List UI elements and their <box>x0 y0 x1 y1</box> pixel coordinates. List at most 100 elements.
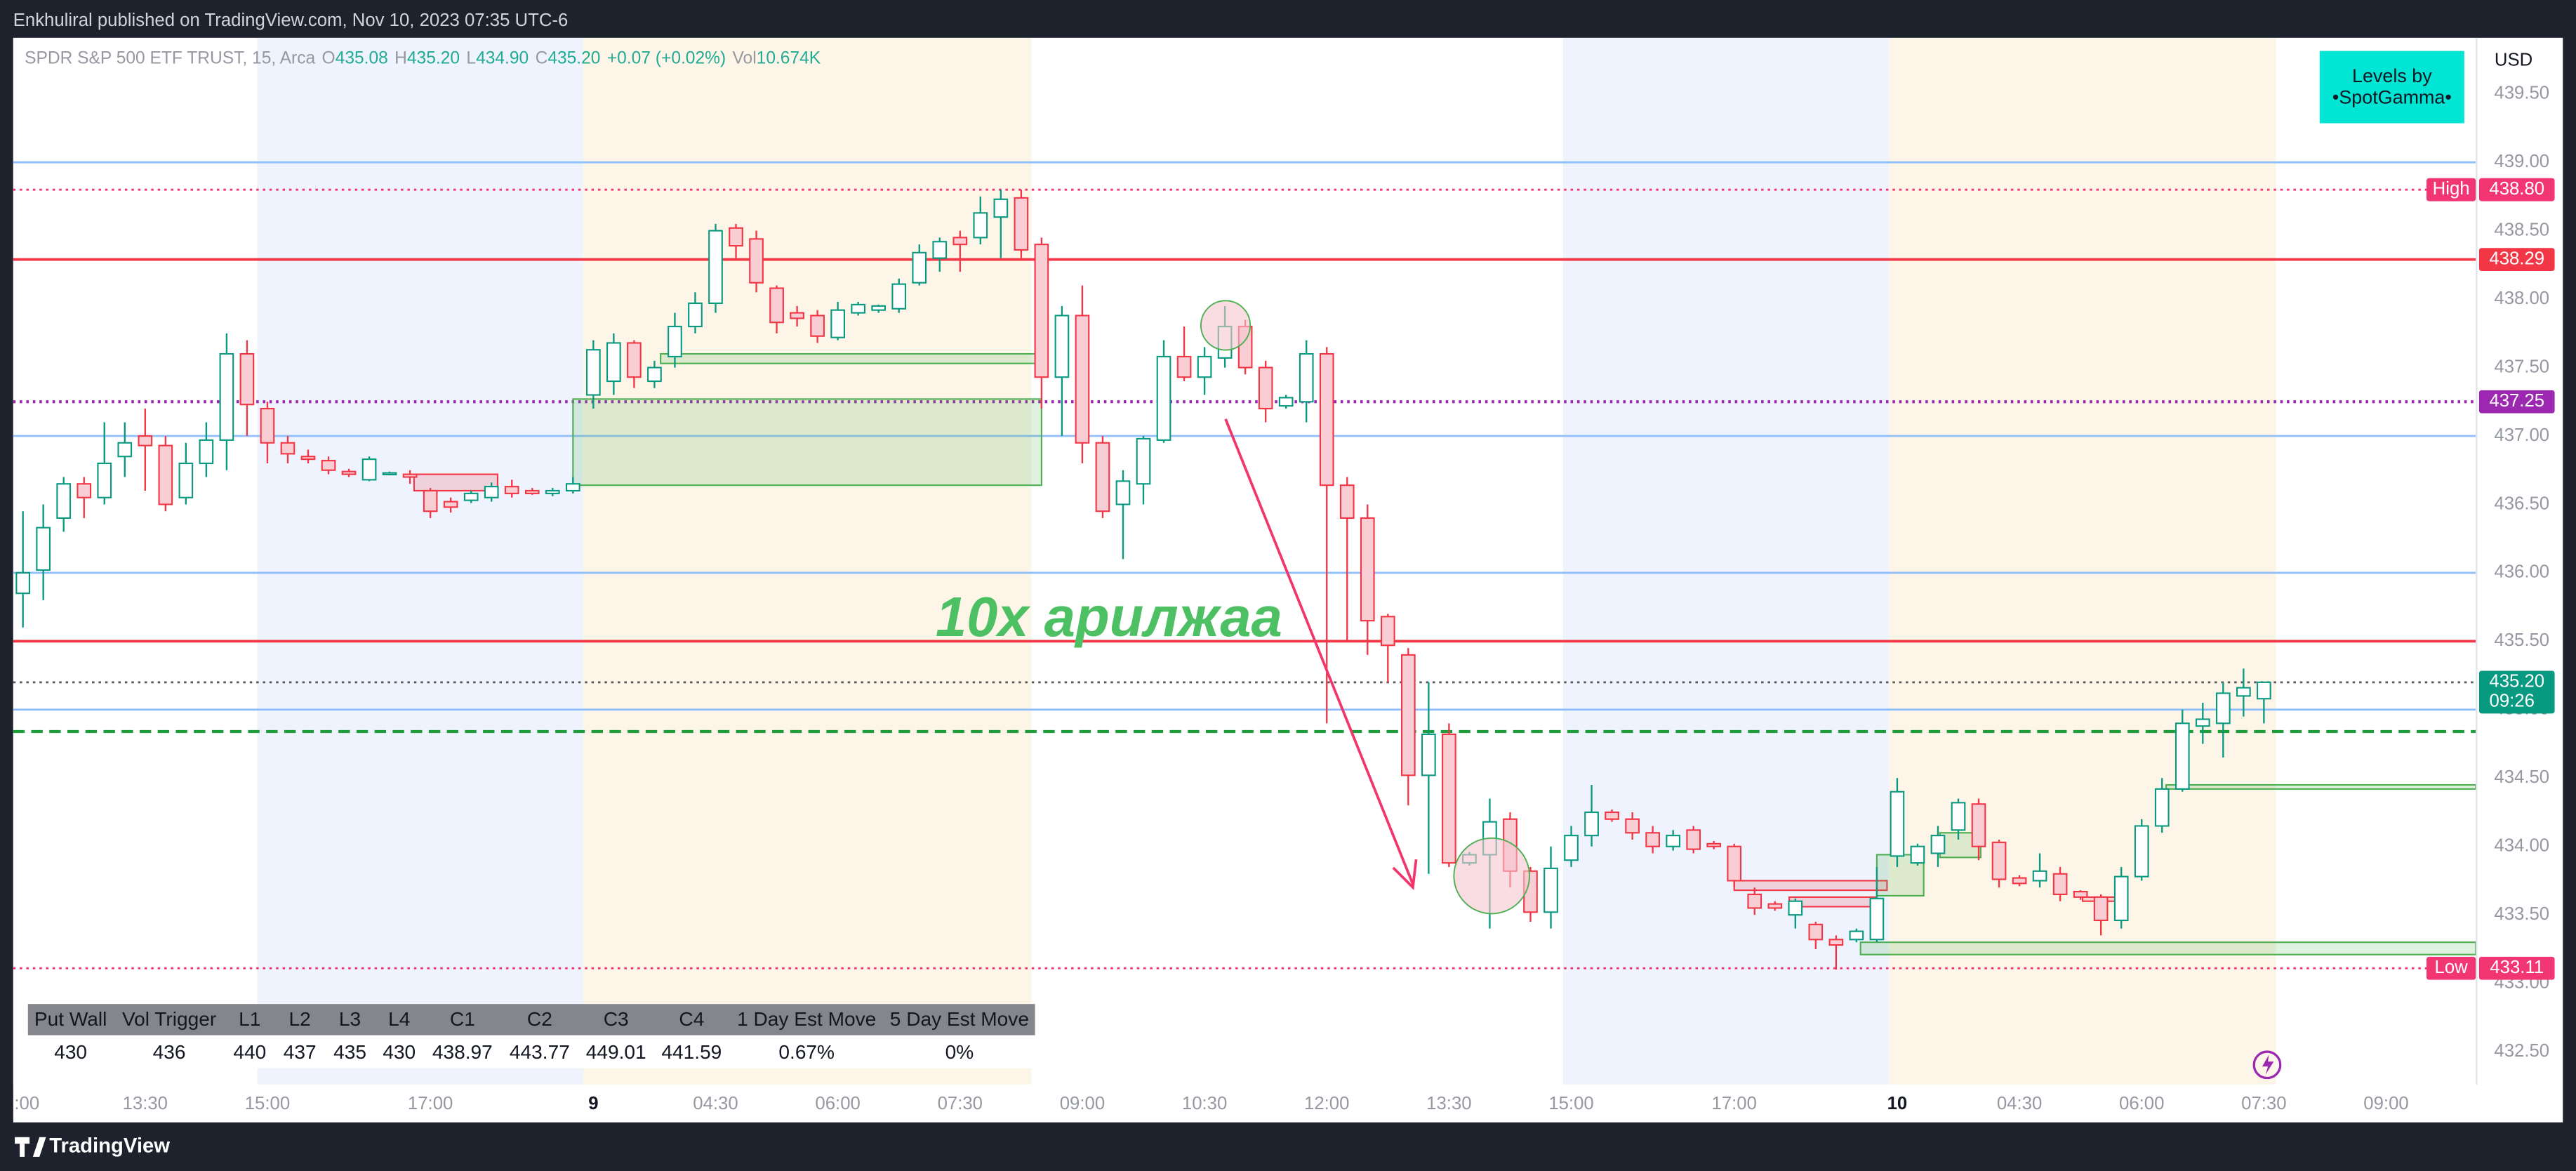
candle-body <box>1890 790 1905 857</box>
zone <box>1859 941 2476 955</box>
candle-body <box>1727 845 1742 882</box>
table-cell: 441.59 <box>661 1041 722 1063</box>
candle-body <box>1278 397 1294 407</box>
price-label: 437.25 <box>2489 391 2544 411</box>
x-tick-label: 09:00 <box>1060 1094 1105 1113</box>
legend-value: 435.20 <box>547 49 600 68</box>
y-tick-label: 433.50 <box>2494 904 2549 924</box>
candle-body <box>1442 733 1456 864</box>
candle-body <box>851 303 866 314</box>
candle-body <box>1625 818 1640 834</box>
x-tick-label: 15:00 <box>245 1094 290 1113</box>
candle-body <box>729 227 743 247</box>
candle-body <box>1197 355 1212 378</box>
zone <box>1733 880 1888 892</box>
table-cell: 435 <box>333 1041 366 1063</box>
y-tick-label: 434.00 <box>2494 836 2549 856</box>
zone <box>2165 783 2476 790</box>
y-tick-label: 438.00 <box>2494 289 2549 308</box>
zone <box>660 353 1042 364</box>
y-tick-label: 439.00 <box>2494 152 2549 171</box>
candle-body <box>1075 315 1090 444</box>
candle-body <box>1034 244 1049 378</box>
table-header: Vol Trigger <box>122 1008 216 1030</box>
table-header: C2 <box>527 1008 552 1030</box>
candle-body <box>443 501 458 508</box>
alert-bolt <box>2262 1054 2274 1075</box>
legend-value: 10.674K <box>757 49 821 68</box>
x-tick-label: 12:00 <box>1304 1094 1349 1113</box>
x-tick-label: 10 <box>1887 1094 1908 1113</box>
candle-body <box>97 462 112 498</box>
highlight-circle <box>1453 837 1530 915</box>
candle-body <box>973 212 988 239</box>
table-header: C4 <box>679 1008 704 1030</box>
table-cell: 437 <box>284 1041 317 1063</box>
candle-body <box>300 456 316 461</box>
legend-key: L <box>466 49 476 68</box>
candle-body <box>463 492 479 501</box>
candle-body <box>1014 197 1029 251</box>
table-header: C3 <box>604 1008 629 1030</box>
table-cell: 438.97 <box>432 1041 493 1063</box>
table-row-bg <box>27 1035 1035 1069</box>
candle-body <box>1747 893 1762 909</box>
x-tick-label: 06:00 <box>2119 1094 2164 1113</box>
candle-body <box>1971 803 1986 847</box>
left-cover <box>0 1084 13 1123</box>
legend-value: 435.20 <box>407 49 460 68</box>
candle-body <box>749 238 764 284</box>
candle-body <box>1360 517 1375 622</box>
candle-body <box>1421 733 1436 776</box>
candle-body <box>1400 654 1416 776</box>
backgrounds <box>13 37 2476 1085</box>
table-header: L3 <box>339 1008 361 1030</box>
x-tick-label: 17:00 <box>408 1094 453 1113</box>
candle-body <box>1584 811 1599 837</box>
candle-body <box>810 315 825 337</box>
legend-key: C <box>536 49 548 68</box>
y-tick-label: 438.50 <box>2494 220 2549 239</box>
candle-body <box>1869 897 1885 941</box>
candle-body <box>382 472 397 476</box>
x-tick-label: 04:30 <box>1997 1094 2042 1113</box>
table-header: L4 <box>388 1008 410 1030</box>
x-tick-label: 13:30 <box>123 1094 168 1113</box>
price-tag: Low <box>2435 958 2469 977</box>
candle-body <box>586 349 601 396</box>
x-tick-label: 07:30 <box>938 1094 983 1113</box>
x-tick-label: 06:00 <box>815 1094 860 1113</box>
table-header: 1 Day Est Move <box>737 1008 876 1030</box>
candle-body <box>1543 867 1558 913</box>
x-tick-label: 04:30 <box>693 1094 738 1113</box>
highlight-circle <box>1200 300 1252 351</box>
legend-value: +0.07 (+0.02%) <box>607 49 726 68</box>
candle-body <box>219 353 234 441</box>
candle-body <box>2113 875 2129 922</box>
candle-body <box>178 462 194 498</box>
session <box>583 37 1032 1085</box>
candle-body <box>1319 353 1334 487</box>
candle-body <box>56 483 72 520</box>
table-cell: 430 <box>54 1041 87 1063</box>
candle-body <box>891 283 907 310</box>
candle-body <box>1339 484 1355 520</box>
symbol: SPDR S&P 500 ETF TRUST, 15, Arca <box>25 49 315 68</box>
candle-body <box>1176 355 1192 378</box>
candle-body <box>117 442 133 458</box>
candle-body <box>1299 353 1314 403</box>
candle-body <box>830 309 845 338</box>
candle-body <box>1828 939 1844 946</box>
badge-line: Levels by <box>2352 65 2432 86</box>
y-tick-label: 436.50 <box>2494 494 2549 513</box>
candle-body <box>15 571 30 595</box>
alert-icon[interactable] <box>2252 1050 2282 1080</box>
candle-body <box>1054 315 1070 378</box>
candle-body <box>2134 825 2149 878</box>
table-header: 5 Day Est Move <box>890 1008 1029 1030</box>
table-header: C1 <box>450 1008 475 1030</box>
candle-body <box>2012 877 2027 885</box>
candle-body <box>1910 845 1925 864</box>
table-cell: 440 <box>233 1041 266 1063</box>
